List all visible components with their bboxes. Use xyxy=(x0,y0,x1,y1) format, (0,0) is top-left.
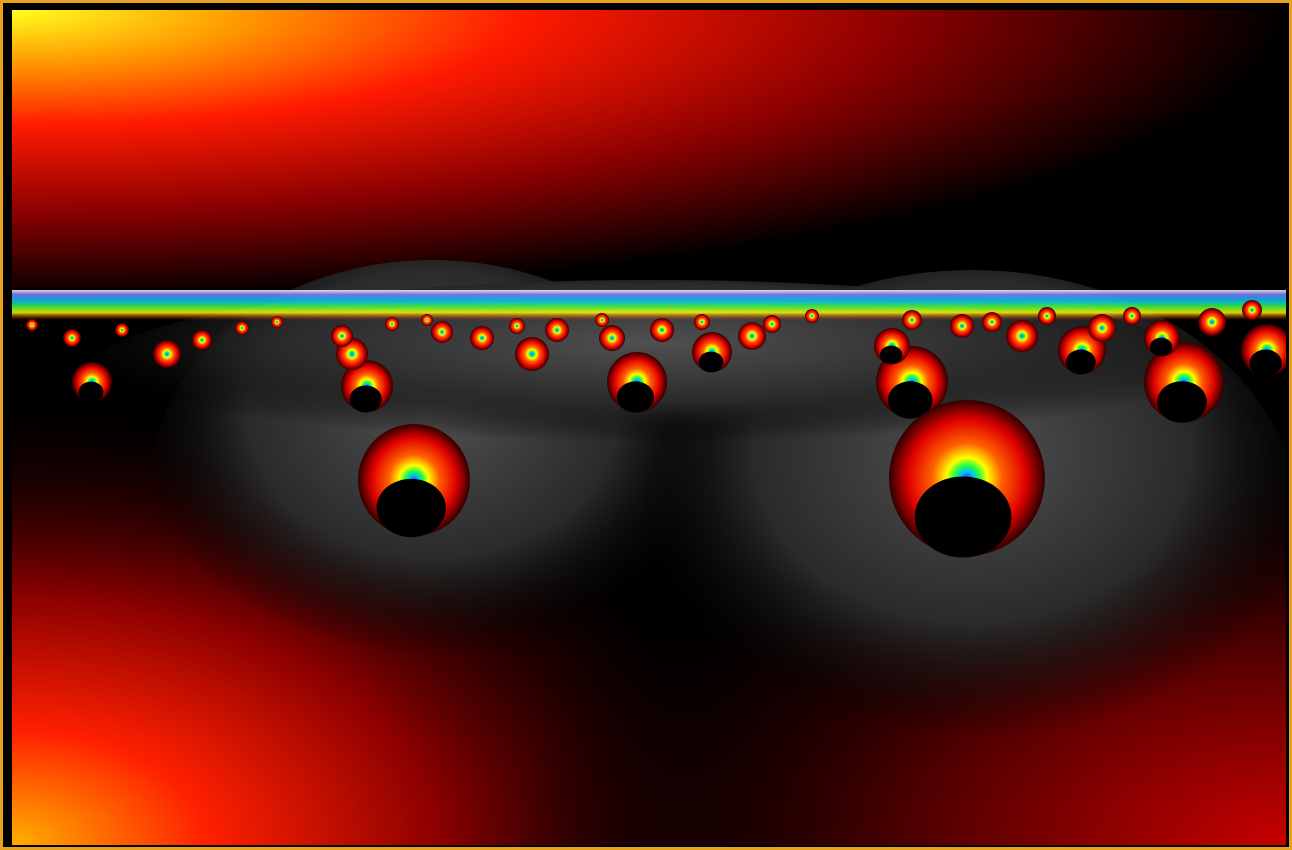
sphere-shadow xyxy=(376,478,446,538)
sphere xyxy=(982,312,1002,332)
sphere xyxy=(153,340,181,368)
sphere xyxy=(738,322,766,350)
sphere xyxy=(1088,314,1116,342)
sphere xyxy=(515,337,549,371)
sphere xyxy=(1038,307,1056,325)
sphere xyxy=(1242,300,1262,320)
horizon-band xyxy=(12,290,1286,320)
sphere xyxy=(694,314,710,330)
sphere xyxy=(421,314,433,326)
sphere xyxy=(1198,308,1226,336)
sphere-shadow xyxy=(1149,337,1173,357)
sphere xyxy=(902,310,922,330)
sphere xyxy=(271,316,283,328)
sphere-shadow xyxy=(78,381,104,403)
sphere xyxy=(1006,320,1038,352)
sphere-shadow xyxy=(349,385,382,413)
sphere-shadow xyxy=(1249,349,1282,377)
sphere xyxy=(331,325,353,347)
sphere-shadow xyxy=(1157,381,1207,423)
sphere-shadow xyxy=(616,381,655,413)
sphere xyxy=(1123,307,1141,325)
sphere xyxy=(115,323,129,337)
sphere xyxy=(950,314,974,338)
top-glow xyxy=(12,10,1286,300)
sphere-field xyxy=(26,300,1286,558)
sphere-shadow xyxy=(879,345,903,365)
sphere-shadow xyxy=(698,351,724,373)
sphere xyxy=(509,318,525,334)
sphere xyxy=(470,326,494,350)
sphere-shadow xyxy=(1065,349,1096,375)
sphere-shadow xyxy=(914,476,1012,558)
sphere xyxy=(595,313,609,327)
sphere xyxy=(545,318,569,342)
sphere xyxy=(599,325,625,351)
sphere xyxy=(192,330,212,350)
sphere xyxy=(385,317,399,331)
sphere xyxy=(763,315,781,333)
sphere xyxy=(431,321,453,343)
sphere xyxy=(235,321,249,335)
fractal-render xyxy=(12,10,1286,845)
sphere xyxy=(26,319,38,331)
sphere xyxy=(63,329,81,347)
fractal-image xyxy=(12,10,1286,845)
sphere xyxy=(650,318,674,342)
sphere-shadow xyxy=(887,381,933,419)
sphere xyxy=(805,309,819,323)
